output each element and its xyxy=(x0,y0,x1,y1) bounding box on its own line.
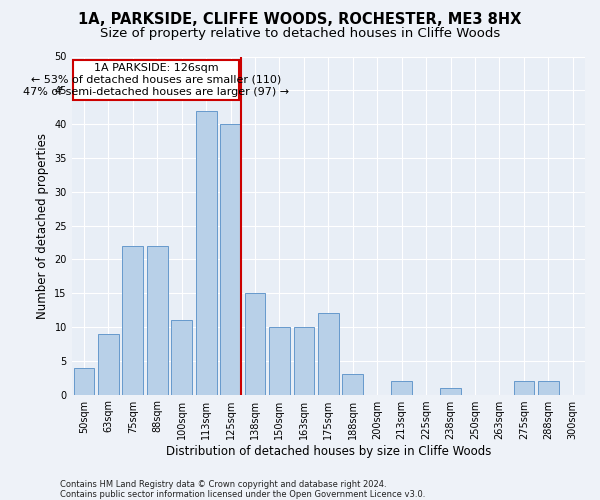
Bar xyxy=(293,327,314,394)
Bar xyxy=(245,293,265,394)
Bar xyxy=(269,327,290,394)
Bar xyxy=(147,246,167,394)
Bar xyxy=(343,374,363,394)
Bar xyxy=(318,314,339,394)
Text: Contains HM Land Registry data © Crown copyright and database right 2024.: Contains HM Land Registry data © Crown c… xyxy=(60,480,386,489)
Text: 47% of semi-detached houses are larger (97) →: 47% of semi-detached houses are larger (… xyxy=(23,87,289,97)
Bar xyxy=(220,124,241,394)
Text: Size of property relative to detached houses in Cliffe Woods: Size of property relative to detached ho… xyxy=(100,28,500,40)
Text: 1A, PARKSIDE, CLIFFE WOODS, ROCHESTER, ME3 8HX: 1A, PARKSIDE, CLIFFE WOODS, ROCHESTER, M… xyxy=(79,12,521,28)
Bar xyxy=(440,388,461,394)
Bar xyxy=(538,381,559,394)
Bar xyxy=(514,381,534,394)
Text: Contains public sector information licensed under the Open Government Licence v3: Contains public sector information licen… xyxy=(60,490,425,499)
Bar xyxy=(73,60,239,100)
Bar xyxy=(98,334,119,394)
Text: 1A PARKSIDE: 126sqm: 1A PARKSIDE: 126sqm xyxy=(94,62,218,72)
Text: ← 53% of detached houses are smaller (110): ← 53% of detached houses are smaller (11… xyxy=(31,75,281,85)
Y-axis label: Number of detached properties: Number of detached properties xyxy=(36,132,49,318)
Bar xyxy=(171,320,192,394)
Bar xyxy=(122,246,143,394)
Bar xyxy=(196,110,217,395)
X-axis label: Distribution of detached houses by size in Cliffe Woods: Distribution of detached houses by size … xyxy=(166,444,491,458)
Bar xyxy=(391,381,412,394)
Bar xyxy=(74,368,94,394)
